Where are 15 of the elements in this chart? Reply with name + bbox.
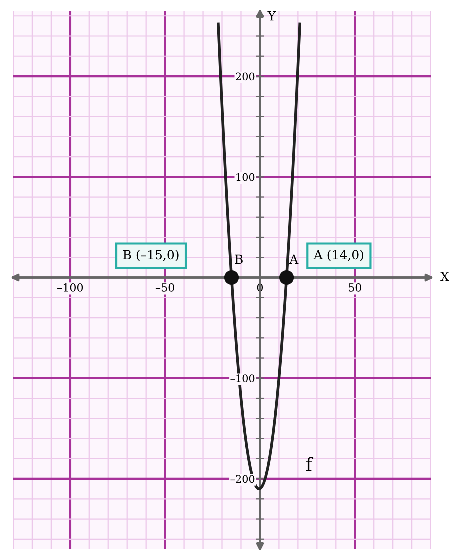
x-tick-label: 50	[348, 284, 362, 292]
annotation: B (–15,0)	[123, 250, 179, 262]
line-series	[217, 22, 302, 490]
y-tick-label: –200	[230, 475, 255, 484]
y-tick-label: 100	[236, 173, 255, 182]
y-axis-title: Y	[268, 11, 276, 21]
y-tick-label: –100	[230, 374, 255, 382]
annotation: B	[235, 254, 243, 264]
annotation: A	[289, 254, 299, 264]
x-axis-title: X	[440, 272, 449, 282]
x-tick-label: –100	[58, 284, 84, 292]
x-tick-label: –50	[156, 284, 174, 292]
y-tick-label: 200	[236, 72, 255, 81]
annotation: A (14,0)	[314, 250, 364, 262]
annotation: f	[306, 457, 314, 471]
